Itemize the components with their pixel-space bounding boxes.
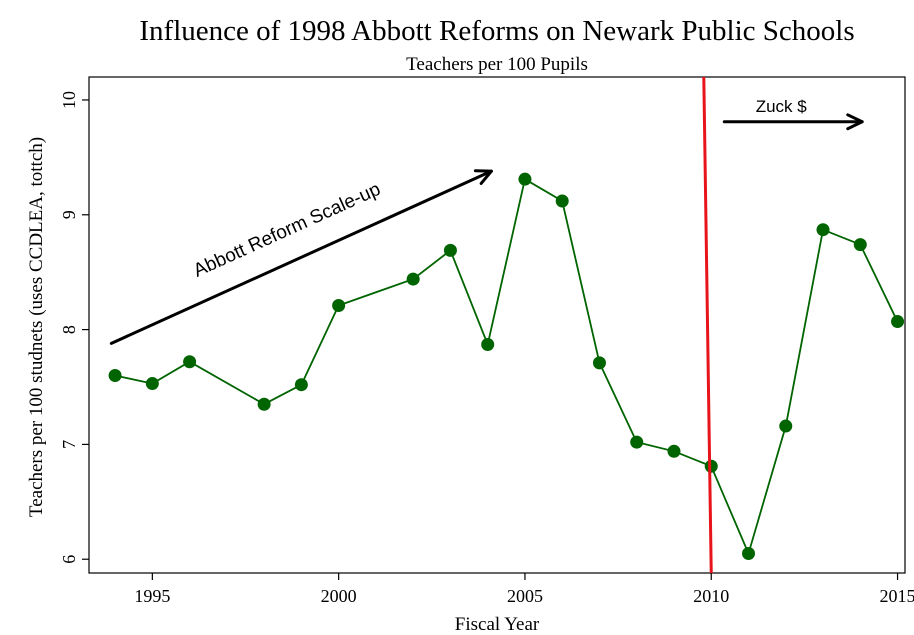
data-point — [332, 298, 346, 312]
data-point — [853, 238, 867, 252]
data-point — [108, 369, 122, 383]
y-tick-label: 7 — [59, 440, 79, 449]
y-tick-label: 8 — [59, 325, 79, 334]
plot-area — [88, 76, 906, 574]
data-point — [891, 315, 905, 329]
abbott-arrow-shaft — [109, 169, 493, 345]
abbott-arrow-head — [473, 169, 493, 185]
data-point — [518, 172, 532, 186]
data-point — [555, 194, 569, 208]
chart-title: Influence of 1998 Abbott Reforms on Newa… — [139, 15, 854, 47]
series-group — [108, 172, 905, 560]
data-point — [443, 243, 457, 257]
data-point — [145, 377, 159, 391]
data-point — [183, 355, 197, 369]
data-point — [406, 272, 420, 286]
x-tick-label: 2010 — [693, 586, 729, 606]
zuck-annotation-label: Zuck $ — [756, 97, 808, 116]
reference-line — [702, 76, 713, 574]
data-point — [630, 435, 644, 449]
y-tick-label: 6 — [59, 555, 79, 564]
data-point — [592, 356, 606, 370]
abbott-annotation-label: Abbott Reform Scale-up — [190, 179, 383, 282]
annotation-group — [109, 76, 864, 574]
x-tick-label: 2015 — [880, 586, 914, 606]
x-tick-label: 2000 — [321, 586, 357, 606]
chart-subtitle: Teachers per 100 Pupils — [406, 54, 588, 75]
y-tick-label: 10 — [59, 91, 79, 109]
zuck-arrow-head — [846, 113, 864, 131]
data-point — [779, 419, 793, 433]
y-tick-label: 9 — [59, 210, 79, 219]
data-point — [816, 223, 830, 237]
x-axis: 1995 2000 2005 2010 2015 — [134, 573, 914, 606]
series-line — [114, 177, 899, 557]
data-point — [704, 459, 718, 473]
x-axis-label: Fiscal Year — [455, 614, 540, 635]
data-point — [294, 378, 308, 392]
y-axis-label: Teachers per 100 studnets (uses CCDLEA, … — [26, 137, 47, 517]
y-axis: 6 7 8 9 10 — [59, 91, 89, 564]
data-point — [667, 444, 681, 458]
data-point — [257, 397, 271, 411]
data-point — [481, 338, 495, 352]
data-point — [742, 546, 756, 560]
x-tick-label: 1995 — [134, 586, 170, 606]
x-tick-label: 2005 — [507, 586, 543, 606]
